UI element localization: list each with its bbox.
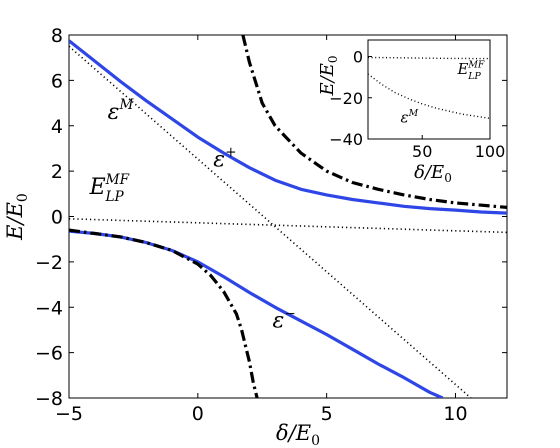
series-epsilon-M [69, 45, 472, 398]
label-eps-M: εM [108, 97, 135, 125]
label-inset-eps-M: εM [401, 108, 419, 127]
label-inset-E-LP: EMF LP [456, 59, 484, 82]
y-tick-label: 4 [51, 116, 63, 138]
inset-x-tick-label: 100 [475, 142, 506, 161]
x-axis-label: δ/E0 [276, 421, 320, 448]
label-inset-E-LP-sub: LP [467, 71, 481, 82]
inset-series-inset-E-LP-MF [367, 56, 491, 60]
inset-x-tick-label: 50 [412, 142, 432, 161]
label-eps-plus-sup: + [225, 145, 236, 161]
y-tick-label: −6 [35, 343, 63, 365]
inset-y-axis-label-sub: 0 [326, 56, 340, 64]
y-tick-label: 8 [51, 25, 63, 47]
label-eps-M-base: ε [108, 100, 120, 125]
label-inset-E-LP-sup: MF [467, 59, 485, 70]
label-eps-plus: ε+ [213, 145, 236, 173]
label-E-LP-sub: LP [104, 189, 124, 205]
series-epsilon-plus [69, 39, 507, 215]
label-inset-eps-M-sup: M [408, 108, 419, 119]
inset-y-tick-label: −20 [329, 89, 363, 108]
inset-x-axis-label-sub: 0 [444, 171, 452, 185]
label-E-LP-sup: MF [105, 172, 130, 188]
y-tick-label: −2 [35, 252, 63, 274]
label-E-LP: EMF LP [89, 172, 130, 205]
x-tick-label: 10 [443, 403, 467, 425]
label-eps-minus-base: ε [273, 309, 285, 334]
y-tick-label: 0 [51, 207, 63, 229]
y-tick-label: −4 [35, 297, 63, 319]
inset-y-tick-label: −40 [329, 130, 363, 149]
inset-x-axis-label: δ/E0 [414, 162, 452, 185]
x-axis-label-sub: 0 [311, 433, 320, 448]
x-tick-label: 0 [192, 403, 204, 425]
series-E-LP-MF [69, 218, 507, 234]
label-inset-E-LP-base: E [456, 60, 468, 78]
x-tick-label: −5 [55, 403, 83, 425]
label-inset-eps-M-base: ε [401, 109, 409, 127]
label-eps-M-sup: M [118, 97, 134, 113]
inset-y-axis-label-main: E/E [317, 63, 338, 96]
main-series-group [69, 35, 507, 398]
y-axis-label: E/E0 [3, 193, 31, 241]
inset-y-tick-label: 0 [353, 48, 363, 67]
inset-x-axis-label-main: δ/E [414, 162, 444, 183]
series-epsilon-minus [69, 229, 444, 398]
label-eps-plus-base: ε [213, 148, 225, 173]
y-tick-label: 6 [51, 70, 63, 92]
y-axis-label-sub: 0 [15, 193, 31, 202]
inset-y-axis-label: E/E0 [317, 56, 340, 97]
series-dashdot-lower [69, 228, 259, 398]
x-axis-label-main: δ/E [276, 421, 311, 445]
inset-plot-frame [367, 39, 491, 140]
series-dashdot-upper [241, 35, 507, 209]
y-axis-label-main: E/E [3, 202, 27, 241]
label-eps-minus: ε− [273, 306, 296, 334]
y-tick-label: 2 [51, 161, 63, 183]
y-tick-label: −8 [35, 388, 63, 410]
label-E-LP-base: E [89, 175, 106, 200]
x-tick-label: 5 [321, 403, 333, 425]
label-eps-minus-sup: − [284, 306, 295, 322]
